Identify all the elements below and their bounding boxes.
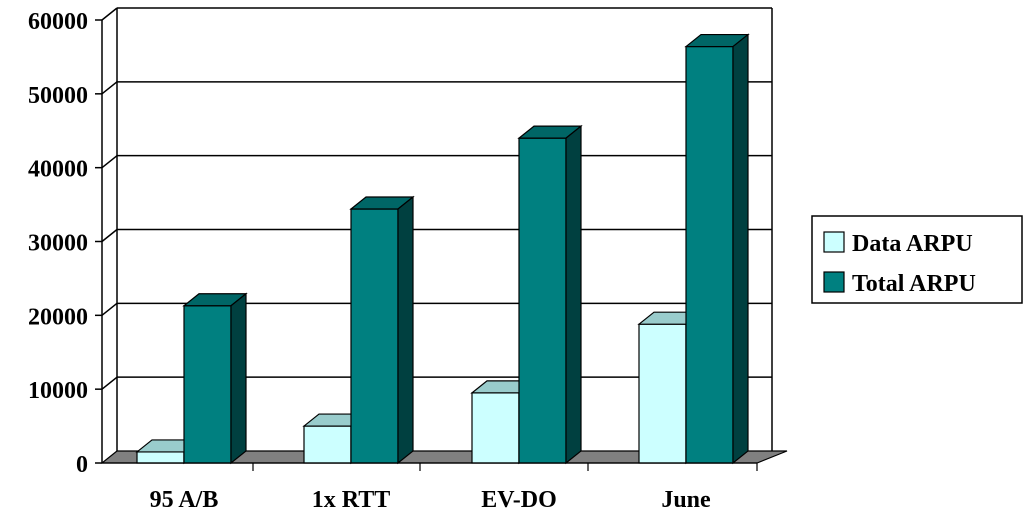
legend-box <box>811 215 1023 304</box>
bar-total-arpu <box>684 33 750 465</box>
legend-label-total-arpu: Total ARPU <box>852 271 976 297</box>
bar-total-arpu <box>349 195 415 465</box>
bar-total-arpu-front <box>518 137 567 464</box>
bar-total-arpu-front <box>685 45 734 464</box>
y-tick-label: 30000 <box>28 231 88 257</box>
y-tick-label: 20000 <box>28 304 88 330</box>
x-tick-label: 95 A/B <box>150 487 219 513</box>
gridline-side <box>101 302 118 316</box>
gridline-side <box>101 7 118 21</box>
bar-data-arpu-front <box>136 451 185 464</box>
bar-total-arpu <box>182 292 248 465</box>
legend-swatch-data-arpu <box>823 231 845 253</box>
bar-total-arpu-front <box>183 305 232 464</box>
gridline-side <box>101 228 118 243</box>
bar-total-arpu-front <box>350 208 399 464</box>
legend-label-data-arpu: Data ARPU <box>852 231 973 257</box>
gridline-side <box>101 155 118 169</box>
y-tick-label: 0 <box>76 452 88 478</box>
x-tick-labels: 95 A/B 1x RTT EV-DO June <box>150 487 711 513</box>
y-axis <box>95 19 758 471</box>
legend: Data ARPU Total ARPU <box>811 215 1023 304</box>
legend-swatch-total-arpu <box>823 271 845 293</box>
bar-total-arpu-side <box>732 33 749 465</box>
gridline-side <box>101 376 118 390</box>
y-tick-label: 40000 <box>28 157 88 183</box>
y-tick-label: 10000 <box>28 378 88 404</box>
y-tick-label: 60000 <box>28 9 88 35</box>
bar-total-arpu <box>517 124 583 465</box>
bar-total-arpu-side <box>230 292 247 465</box>
x-tick-label: June <box>661 487 711 513</box>
bar-data-arpu-front <box>303 425 352 464</box>
x-tick-label: 1x RTT <box>312 487 391 513</box>
bar-total-arpu-side <box>397 195 414 465</box>
gridline-side <box>101 81 118 95</box>
bars <box>135 33 750 465</box>
x-tick-label: EV-DO <box>481 487 557 513</box>
y-tick-labels: 0 10000 20000 30000 40000 50000 60000 <box>28 9 88 478</box>
bar-data-arpu-front <box>471 392 520 464</box>
bar-total-arpu-side <box>565 124 582 465</box>
bar-data-arpu-front <box>638 323 687 464</box>
y-tick-label: 50000 <box>28 83 88 109</box>
